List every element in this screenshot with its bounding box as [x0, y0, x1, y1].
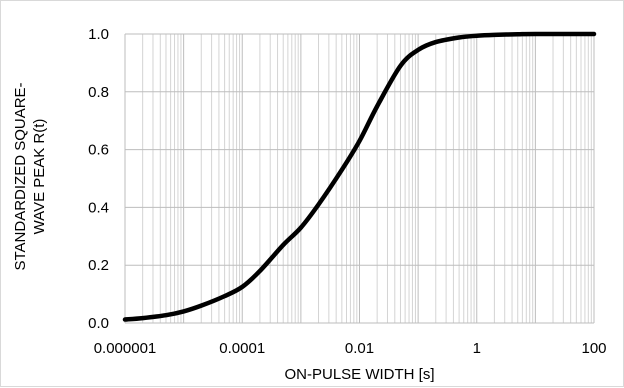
minor-grid [142, 34, 592, 323]
y-tick-label: 0.4 [88, 199, 109, 216]
x-tick-label: 100 [581, 340, 606, 357]
y-tick-label: 1.0 [88, 26, 109, 43]
x-tick-labels: 0.000001 0.0001 0.01 1 100 [94, 340, 607, 357]
y-tick-labels: 0.0 0.2 0.4 0.6 0.8 1.0 [88, 26, 109, 332]
y-tick-label: 0.8 [88, 84, 109, 101]
series-line-0 [122, 31, 597, 322]
y-tick-label: 0.2 [88, 257, 109, 274]
y-axis-title-line1: STANDARDIZED SQUARE- [12, 82, 29, 270]
y-axis-title-line2: WAVE PEAK R(t) [31, 119, 48, 235]
series-layer [122, 31, 597, 322]
x-tick-label: 1 [473, 340, 481, 357]
x-tick-label: 0.01 [345, 340, 374, 357]
x-tick-label: 0.0001 [219, 340, 265, 357]
y-tick-label: 0.0 [88, 315, 109, 332]
x-tick-label: 0.000001 [94, 340, 157, 357]
x-axis-title: ON-PULSE WIDTH [s] [284, 366, 434, 383]
major-grid [124, 33, 595, 324]
y-tick-label: 0.6 [88, 142, 109, 159]
